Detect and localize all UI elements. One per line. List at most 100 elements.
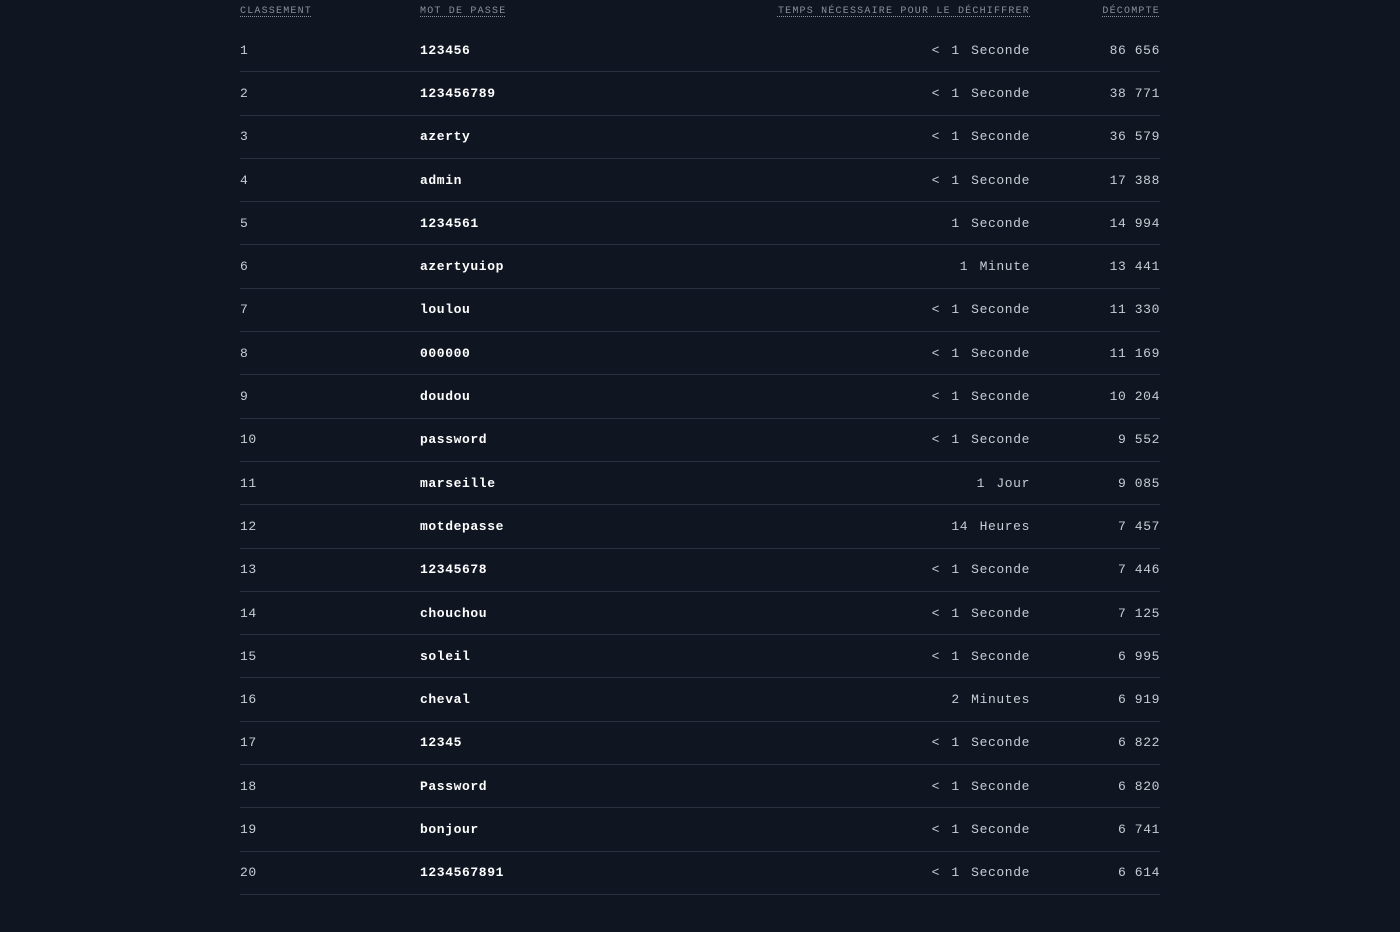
table-row[interactable]: 14chouchou< 1 Seconde7 125: [240, 592, 1160, 635]
table-row[interactable]: 2123456789< 1 Seconde38 771: [240, 72, 1160, 115]
cell-time: 2 Minutes: [680, 692, 1040, 707]
cell-password: motdepasse: [420, 519, 680, 534]
cell-count: 9 552: [1040, 432, 1160, 447]
cell-rank: 10: [240, 432, 420, 447]
cell-rank: 15: [240, 649, 420, 664]
cell-password: chouchou: [420, 606, 680, 621]
table-row[interactable]: 512345611 Seconde14 994: [240, 202, 1160, 245]
cell-count: 10 204: [1040, 389, 1160, 404]
cell-count: 9 085: [1040, 476, 1160, 491]
cell-password: password: [420, 432, 680, 447]
table-row[interactable]: 4admin< 1 Seconde17 388: [240, 159, 1160, 202]
cell-rank: 18: [240, 779, 420, 794]
cell-count: 6 741: [1040, 822, 1160, 837]
cell-password: bonjour: [420, 822, 680, 837]
table-row[interactable]: 18Password< 1 Seconde6 820: [240, 765, 1160, 808]
cell-rank: 4: [240, 173, 420, 188]
cell-time: < 1 Seconde: [680, 865, 1040, 880]
cell-time: < 1 Seconde: [680, 173, 1040, 188]
cell-rank: 1: [240, 43, 420, 58]
cell-count: 7 446: [1040, 562, 1160, 577]
cell-count: 6 820: [1040, 779, 1160, 794]
cell-count: 14 994: [1040, 216, 1160, 231]
password-table: CLASSEMENT MOT DE PASSE TEMPS NÉCESSAIRE…: [240, 0, 1160, 895]
cell-rank: 17: [240, 735, 420, 750]
table-row[interactable]: 8000000< 1 Seconde11 169: [240, 332, 1160, 375]
cell-password: 123456: [420, 43, 680, 58]
cell-count: 7 125: [1040, 606, 1160, 621]
cell-time: 14 Heures: [680, 519, 1040, 534]
cell-password: 12345: [420, 735, 680, 750]
cell-password: 1234561: [420, 216, 680, 231]
cell-time: < 1 Seconde: [680, 389, 1040, 404]
cell-time: < 1 Seconde: [680, 735, 1040, 750]
cell-rank: 9: [240, 389, 420, 404]
cell-rank: 12: [240, 519, 420, 534]
cell-count: 6 614: [1040, 865, 1160, 880]
cell-password: 123456789: [420, 86, 680, 101]
table-header-row: CLASSEMENT MOT DE PASSE TEMPS NÉCESSAIRE…: [240, 6, 1160, 29]
table-row[interactable]: 16cheval2 Minutes6 919: [240, 678, 1160, 721]
cell-time: < 1 Seconde: [680, 129, 1040, 144]
table-row[interactable]: 9doudou< 1 Seconde10 204: [240, 375, 1160, 418]
header-password[interactable]: MOT DE PASSE: [420, 6, 680, 17]
cell-count: 36 579: [1040, 129, 1160, 144]
cell-time: 1 Jour: [680, 476, 1040, 491]
cell-password: soleil: [420, 649, 680, 664]
cell-password: 1234567891: [420, 865, 680, 880]
cell-password: cheval: [420, 692, 680, 707]
table-row[interactable]: 11marseille1 Jour9 085: [240, 462, 1160, 505]
cell-count: 11 330: [1040, 302, 1160, 317]
table-row[interactable]: 7loulou< 1 Seconde11 330: [240, 289, 1160, 332]
table-row[interactable]: 19bonjour< 1 Seconde6 741: [240, 808, 1160, 851]
cell-rank: 20: [240, 865, 420, 880]
cell-time: < 1 Seconde: [680, 346, 1040, 361]
table-row[interactable]: 12motdepasse14 Heures7 457: [240, 505, 1160, 548]
cell-rank: 14: [240, 606, 420, 621]
cell-rank: 2: [240, 86, 420, 101]
cell-count: 11 169: [1040, 346, 1160, 361]
cell-time: < 1 Seconde: [680, 779, 1040, 794]
cell-password: loulou: [420, 302, 680, 317]
header-count[interactable]: DÉCOMPTE: [1040, 6, 1160, 17]
cell-count: 17 388: [1040, 173, 1160, 188]
cell-rank: 8: [240, 346, 420, 361]
table-row[interactable]: 1312345678< 1 Seconde7 446: [240, 549, 1160, 592]
cell-count: 6 919: [1040, 692, 1160, 707]
cell-count: 7 457: [1040, 519, 1160, 534]
table-row[interactable]: 1123456< 1 Seconde86 656: [240, 29, 1160, 72]
header-time[interactable]: TEMPS NÉCESSAIRE POUR LE DÉCHIFFRER: [680, 6, 1040, 17]
cell-count: 6 822: [1040, 735, 1160, 750]
table-row[interactable]: 15soleil< 1 Seconde6 995: [240, 635, 1160, 678]
cell-rank: 3: [240, 129, 420, 144]
cell-rank: 19: [240, 822, 420, 837]
table-row[interactable]: 10password< 1 Seconde9 552: [240, 419, 1160, 462]
cell-time: < 1 Seconde: [680, 562, 1040, 577]
cell-count: 86 656: [1040, 43, 1160, 58]
cell-time: < 1 Seconde: [680, 86, 1040, 101]
cell-time: < 1 Seconde: [680, 649, 1040, 664]
cell-time: < 1 Seconde: [680, 43, 1040, 58]
cell-time: 1 Minute: [680, 259, 1040, 274]
header-rank[interactable]: CLASSEMENT: [240, 6, 420, 17]
cell-count: 13 441: [1040, 259, 1160, 274]
table-row[interactable]: 201234567891< 1 Seconde6 614: [240, 852, 1160, 895]
cell-password: marseille: [420, 476, 680, 491]
cell-time: < 1 Seconde: [680, 822, 1040, 837]
cell-password: 000000: [420, 346, 680, 361]
table-row[interactable]: 3azerty< 1 Seconde36 579: [240, 116, 1160, 159]
cell-password: doudou: [420, 389, 680, 404]
cell-password: azertyuiop: [420, 259, 680, 274]
cell-rank: 5: [240, 216, 420, 231]
cell-rank: 6: [240, 259, 420, 274]
table-row[interactable]: 6azertyuiop1 Minute13 441: [240, 245, 1160, 288]
cell-time: < 1 Seconde: [680, 302, 1040, 317]
cell-password: admin: [420, 173, 680, 188]
cell-password: 12345678: [420, 562, 680, 577]
cell-password: azerty: [420, 129, 680, 144]
cell-password: Password: [420, 779, 680, 794]
cell-rank: 16: [240, 692, 420, 707]
table-row[interactable]: 1712345< 1 Seconde6 822: [240, 722, 1160, 765]
cell-time: < 1 Seconde: [680, 432, 1040, 447]
cell-time: < 1 Seconde: [680, 606, 1040, 621]
